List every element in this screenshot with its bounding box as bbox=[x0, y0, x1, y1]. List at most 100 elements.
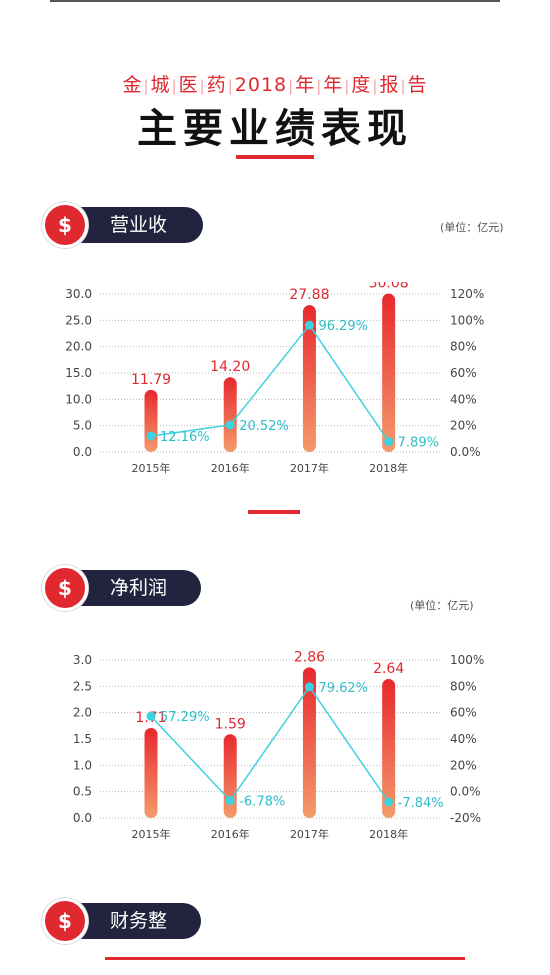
x-tick-label: 2017年 bbox=[290, 461, 329, 475]
y2-tick-label: 120% bbox=[450, 287, 484, 301]
growth-rate-line bbox=[150, 323, 390, 443]
bar bbox=[223, 377, 237, 452]
unit-label: (单位：亿元) bbox=[410, 599, 474, 612]
bar-value-label: 30.08 bbox=[369, 282, 409, 292]
growth-rate-label: -6.78% bbox=[239, 795, 285, 810]
y2-tick-label: 100% bbox=[450, 653, 484, 667]
bar-value-label: 27.88 bbox=[289, 287, 329, 303]
report-subtitle: 金|城|医|药|2018|年|年|度|报|告 bbox=[0, 70, 550, 97]
growth-rate-point bbox=[304, 682, 314, 692]
section-divider bbox=[248, 510, 300, 514]
growth-rate-point bbox=[384, 797, 394, 807]
y-tick-label: 5.0 bbox=[73, 419, 92, 433]
y2-tick-label: 100% bbox=[450, 313, 484, 327]
y-tick-label: 3.0 bbox=[73, 653, 92, 667]
subtitle-separator: | bbox=[171, 77, 178, 95]
bar bbox=[144, 389, 158, 452]
bar bbox=[302, 305, 316, 452]
subtitle-part: 年 bbox=[295, 74, 316, 96]
bar-value-label: 14.20 bbox=[210, 359, 250, 375]
y-tick-label: 15.0 bbox=[65, 366, 92, 380]
y2-tick-label: 80% bbox=[450, 340, 477, 354]
growth-rate-label: 12.16% bbox=[160, 430, 210, 445]
subtitle-part: 度 bbox=[351, 74, 372, 96]
growth-rate-point bbox=[384, 437, 394, 447]
y2-tick-label: 20% bbox=[450, 758, 477, 772]
growth-rate-label: 96.29% bbox=[318, 319, 368, 334]
y2-tick-label: 80% bbox=[450, 679, 477, 693]
subtitle-part: 2018 bbox=[234, 74, 288, 96]
title-underline bbox=[236, 155, 314, 159]
dollar-coin-icon: $ bbox=[42, 898, 88, 944]
growth-rate-label: 7.89% bbox=[398, 436, 439, 451]
bar-value-label: 2.64 bbox=[373, 661, 404, 677]
y2-tick-label: 40% bbox=[450, 392, 477, 406]
y-tick-label: 0.0 bbox=[73, 811, 92, 825]
y2-tick-label: 40% bbox=[450, 732, 477, 746]
revenue-chart: 0.0 0.0% 5.0 20% 10.0 40% 15.0 60% 20.0 80% 25.0 10… bbox=[65, 282, 484, 475]
top-divider bbox=[50, 0, 500, 2]
x-tick-label: 2016年 bbox=[211, 461, 250, 475]
dollar-coin-icon: $ bbox=[42, 565, 88, 611]
subtitle-part: 医 bbox=[178, 74, 199, 96]
y-tick-label: 20.0 bbox=[65, 340, 92, 354]
y-tick-label: 30.0 bbox=[65, 287, 92, 301]
y2-tick-label: 20% bbox=[450, 419, 477, 433]
growth-rate-line bbox=[150, 685, 390, 803]
section-label: 营业收入 bbox=[110, 214, 168, 272]
subtitle-part: 城 bbox=[150, 74, 171, 96]
x-tick-label: 2018年 bbox=[369, 461, 408, 475]
subtitle-part: 药 bbox=[206, 74, 227, 96]
bar-value-label: 1.59 bbox=[215, 716, 246, 732]
growth-rate-point bbox=[225, 796, 235, 806]
y-tick-label: 0.5 bbox=[73, 785, 92, 799]
x-tick-label: 2016年 bbox=[211, 827, 250, 841]
y2-tick-label: -20% bbox=[450, 811, 481, 825]
bar bbox=[382, 678, 396, 818]
growth-rate-label: 57.29% bbox=[160, 710, 210, 725]
x-tick-label: 2018年 bbox=[369, 827, 408, 841]
y2-tick-label: 60% bbox=[450, 706, 477, 720]
bottom-divider bbox=[105, 957, 465, 960]
subtitle-separator: | bbox=[344, 77, 351, 95]
bar bbox=[382, 293, 396, 452]
bar bbox=[302, 667, 316, 818]
bar bbox=[223, 734, 237, 818]
subtitle-separator: | bbox=[316, 77, 323, 95]
growth-rate-point bbox=[146, 431, 156, 441]
x-tick-label: 2017年 bbox=[290, 827, 329, 841]
net-profit-chart: 0.0 -20% 0.5 0.0% 1.0 20% 1.5 40% 2.0 60% 2.5 80% 3.… bbox=[73, 649, 484, 841]
y-tick-label: 0.0 bbox=[73, 445, 92, 459]
y2-tick-label: 60% bbox=[450, 366, 477, 380]
section-label: 净利润 bbox=[110, 577, 168, 599]
y-tick-label: 2.0 bbox=[73, 706, 92, 720]
bar bbox=[144, 727, 158, 818]
dollar-coin-icon: $ bbox=[42, 202, 88, 248]
y-tick-label: 1.0 bbox=[73, 758, 92, 772]
subtitle-separator: | bbox=[400, 77, 407, 95]
growth-rate-label: 20.52% bbox=[239, 419, 289, 434]
subtitle-part: 年 bbox=[323, 74, 344, 96]
x-tick-label: 2015年 bbox=[132, 461, 171, 475]
x-tick-label: 2015年 bbox=[132, 827, 171, 841]
subtitle-separator: | bbox=[227, 77, 234, 95]
y-tick-label: 2.5 bbox=[73, 679, 92, 693]
y-tick-label: 10.0 bbox=[65, 392, 92, 406]
subtitle-separator: | bbox=[288, 77, 295, 95]
y-tick-label: 1.5 bbox=[73, 732, 92, 746]
growth-rate-point bbox=[225, 420, 235, 430]
growth-rate-label: 79.62% bbox=[318, 681, 368, 696]
subtitle-part: 报 bbox=[379, 74, 400, 96]
subtitle-part: 金 bbox=[122, 74, 143, 96]
y-tick-label: 25.0 bbox=[65, 313, 92, 327]
subtitle-separator: | bbox=[143, 77, 150, 95]
subtitle-part: 告 bbox=[407, 74, 428, 96]
subtitle-separator: | bbox=[372, 77, 379, 95]
growth-rate-label: -7.84% bbox=[398, 796, 444, 811]
unit-label: (单位：亿元) bbox=[440, 221, 504, 234]
page-title: 主要业绩表现 bbox=[137, 106, 413, 152]
growth-rate-point bbox=[146, 711, 156, 721]
bar-value-label: 11.79 bbox=[131, 372, 171, 388]
y2-tick-label: 0.0% bbox=[450, 445, 481, 459]
bar-value-label: 2.86 bbox=[294, 649, 325, 665]
